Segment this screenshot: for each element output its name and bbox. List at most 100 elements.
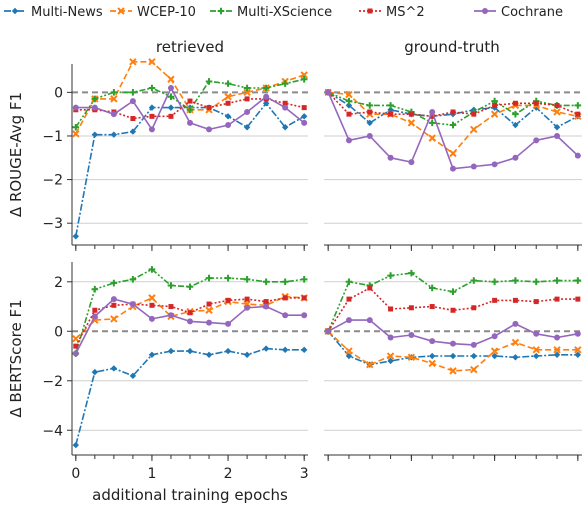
data-point	[491, 278, 498, 286]
legend-marker	[367, 8, 373, 14]
data-point	[512, 320, 519, 327]
data-point	[167, 93, 175, 101]
panel-2	[324, 88, 582, 251]
data-point	[554, 102, 560, 108]
data-point	[450, 340, 456, 347]
column-title-retrieved: retrieved	[156, 38, 224, 56]
data-point	[428, 352, 436, 360]
data-point	[388, 306, 394, 312]
data-point	[73, 343, 79, 349]
data-point	[282, 295, 288, 301]
data-point	[281, 278, 289, 286]
data-point	[282, 100, 288, 106]
series-line	[327, 91, 578, 126]
data-point	[533, 330, 540, 337]
y-tick-label: −2	[42, 173, 63, 189]
data-point	[470, 341, 477, 348]
data-point	[450, 307, 456, 313]
data-point	[225, 100, 231, 106]
y-tick-label: 2	[54, 275, 63, 291]
data-point	[91, 313, 98, 320]
data-point	[407, 353, 416, 361]
data-point	[130, 116, 136, 122]
legend-item-multi-xscience: Multi-XScience	[210, 5, 332, 20]
data-point	[428, 284, 436, 292]
data-point	[428, 119, 436, 127]
data-point	[72, 104, 79, 111]
data-point	[366, 360, 374, 369]
data-point	[345, 90, 353, 99]
data-point	[429, 108, 436, 115]
series-cochrane	[325, 317, 581, 348]
data-point	[281, 346, 289, 354]
data-point	[325, 328, 332, 335]
data-point	[574, 346, 582, 354]
data-point	[429, 113, 435, 119]
data-point	[129, 98, 136, 105]
data-point	[345, 347, 353, 355]
legend-marker	[217, 7, 225, 15]
data-point	[574, 277, 582, 284]
data-point	[554, 334, 561, 341]
data-point	[450, 109, 456, 115]
data-point	[470, 365, 478, 374]
data-point	[449, 288, 457, 295]
data-point	[301, 119, 308, 126]
data-point	[345, 137, 352, 144]
data-point	[470, 125, 478, 134]
series-multi-news	[324, 328, 582, 368]
data-point	[206, 126, 213, 133]
data-point	[553, 346, 561, 354]
data-point	[366, 317, 373, 324]
legend-marker	[482, 8, 488, 14]
data-point	[387, 102, 394, 109]
data-point	[91, 104, 98, 111]
data-point	[450, 165, 456, 172]
data-point	[129, 301, 136, 308]
series-line	[327, 330, 578, 372]
data-point	[345, 102, 353, 109]
data-point	[574, 351, 582, 358]
panel-1: 0 −1 −2 −3 Δ ROUGE-Avg F1	[7, 58, 308, 251]
data-point	[471, 305, 477, 311]
y-tick-label: −2	[42, 374, 63, 390]
data-point	[491, 333, 498, 340]
legend-item-wcep-10: WCEP-10	[110, 5, 196, 20]
data-point	[387, 357, 394, 365]
data-point	[129, 58, 137, 66]
data-point	[300, 113, 308, 120]
series-cochrane	[72, 296, 308, 357]
x-tick-label: 3	[300, 466, 309, 482]
data-point	[533, 299, 539, 305]
data-point	[408, 331, 415, 338]
data-point	[148, 126, 155, 133]
data-point	[205, 78, 213, 85]
data-point	[366, 119, 373, 127]
y-tick-label: 0	[54, 85, 63, 101]
data-point	[429, 338, 436, 345]
data-point	[72, 441, 80, 449]
data-point	[282, 312, 289, 319]
data-point	[408, 305, 414, 311]
data-point	[129, 372, 137, 380]
data-point	[346, 296, 352, 302]
data-point	[148, 351, 156, 358]
data-point	[574, 102, 582, 109]
data-point	[512, 121, 519, 129]
data-point	[491, 161, 498, 168]
data-point	[554, 296, 560, 302]
data-point	[225, 320, 232, 327]
data-point	[110, 111, 117, 118]
data-point	[148, 104, 156, 111]
data-point	[429, 304, 435, 310]
data-point	[512, 277, 519, 284]
data-point	[167, 312, 174, 319]
data-point	[244, 108, 251, 115]
legend-label: Multi-News	[31, 5, 103, 20]
x-tick-label: 2	[224, 466, 233, 482]
data-point	[367, 285, 373, 291]
data-point	[148, 58, 156, 66]
data-point	[72, 233, 80, 240]
data-point	[492, 102, 498, 108]
